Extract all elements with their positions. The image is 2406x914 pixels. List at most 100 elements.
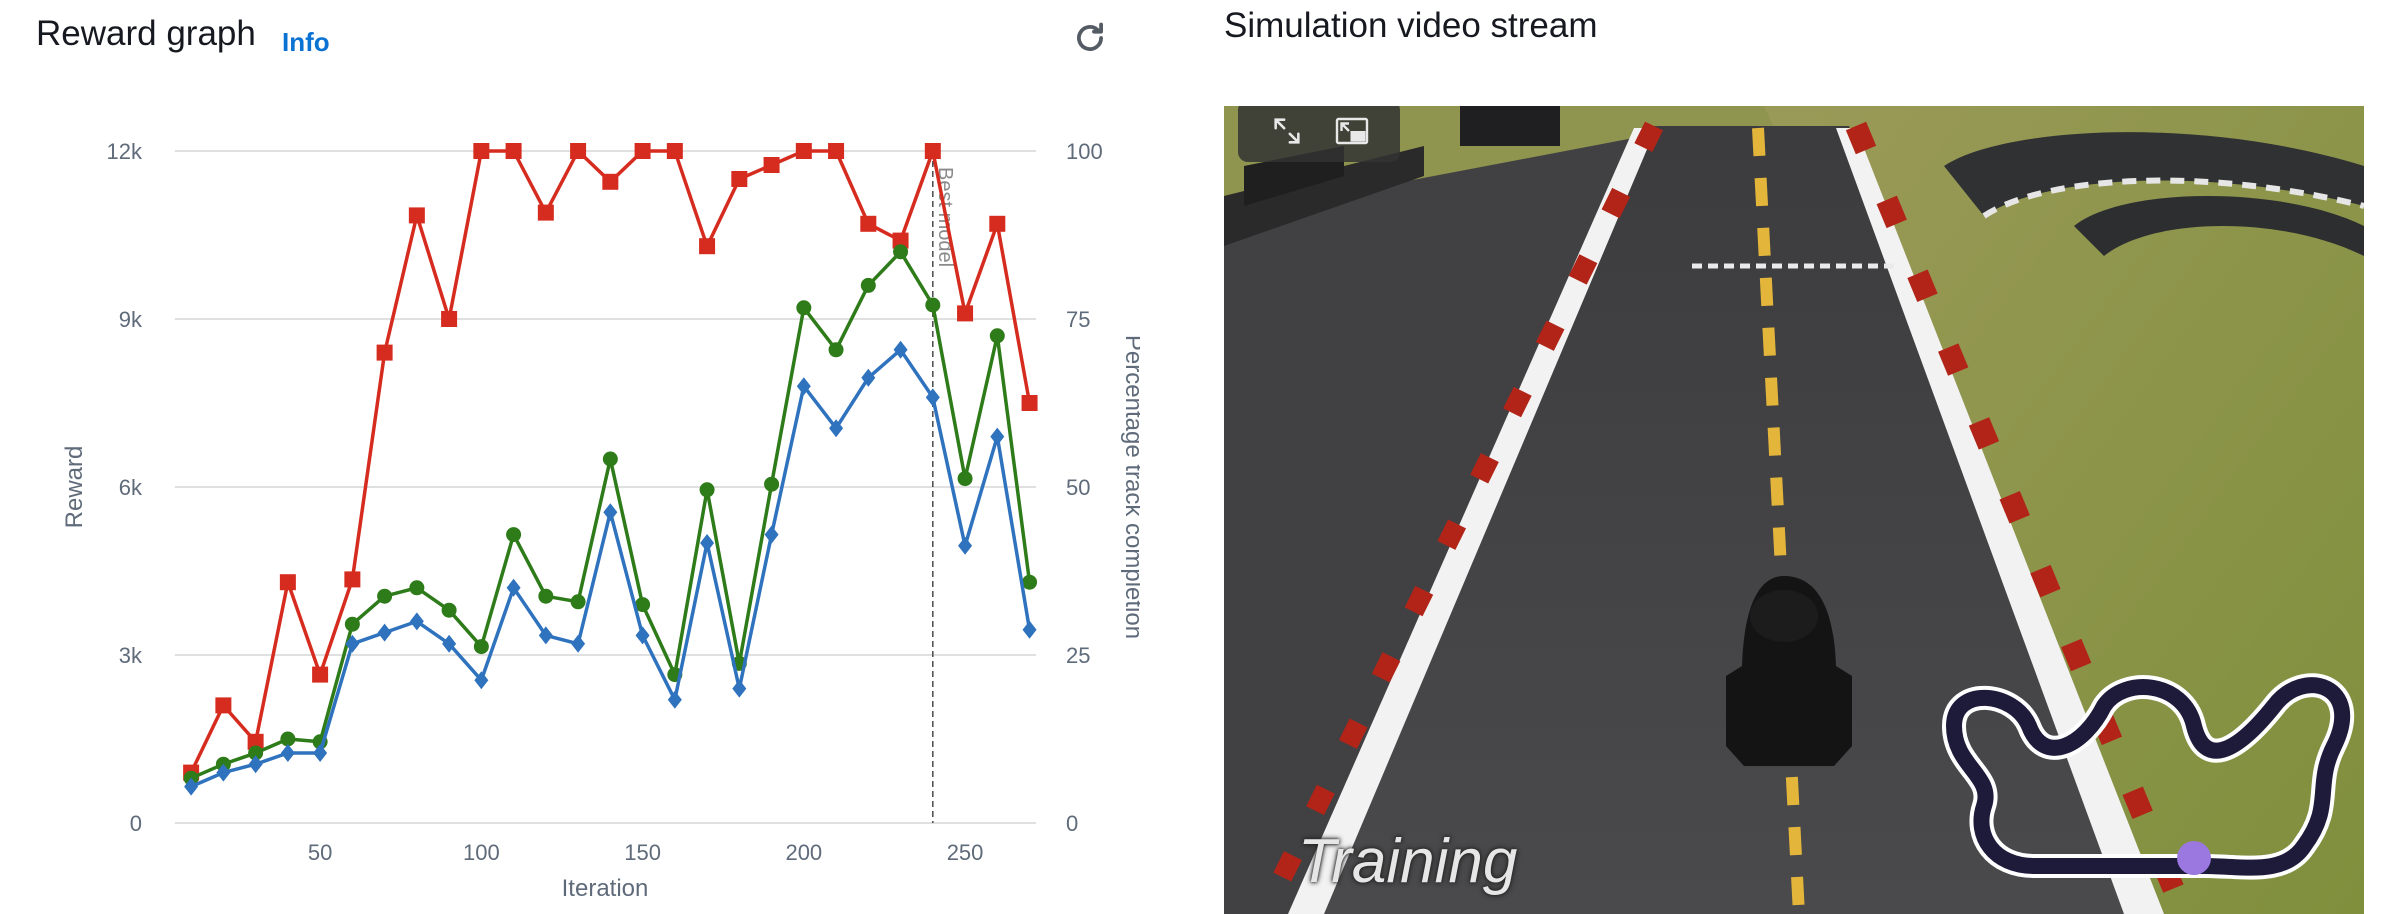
data-point bbox=[989, 328, 1005, 344]
data-point bbox=[989, 215, 1006, 232]
data-point bbox=[796, 377, 811, 396]
info-link[interactable]: Info bbox=[282, 27, 330, 57]
data-point bbox=[860, 215, 877, 232]
picture-in-picture-button[interactable] bbox=[1330, 109, 1374, 153]
x-tick-label: 150 bbox=[624, 840, 661, 865]
video-stream-panel: Simulation video stream bbox=[1200, 0, 2406, 914]
reward-graph-panel: 0 3k 6k 9k 12k 0 25 50 75 100 50 100 150 200 250 Iterat… bbox=[0, 0, 1140, 914]
data-point bbox=[506, 578, 521, 597]
series-reward_series bbox=[183, 143, 1038, 781]
y2-tick-label: 50 bbox=[1066, 475, 1090, 500]
data-point bbox=[603, 503, 618, 522]
data-point bbox=[345, 634, 360, 653]
data-point bbox=[635, 626, 650, 645]
data-point bbox=[925, 297, 941, 313]
data-point bbox=[763, 157, 780, 173]
y-tick-label: 3k bbox=[119, 643, 143, 668]
data-point bbox=[377, 588, 393, 604]
picture-in-picture-icon bbox=[1335, 117, 1368, 145]
series-completion_series bbox=[184, 340, 1037, 796]
data-point bbox=[795, 143, 812, 159]
data-point bbox=[667, 690, 682, 709]
data-point bbox=[247, 733, 264, 750]
data-point bbox=[216, 763, 231, 782]
data-point bbox=[860, 277, 876, 293]
data-point bbox=[990, 427, 1005, 446]
data-point bbox=[1021, 395, 1038, 411]
data-point bbox=[280, 744, 295, 762]
simulation-video[interactable]: Training bbox=[1224, 106, 2364, 914]
data-point bbox=[666, 143, 683, 159]
data-point bbox=[861, 368, 876, 387]
data-point bbox=[700, 534, 715, 552]
expand-button[interactable] bbox=[1265, 109, 1309, 153]
data-point bbox=[731, 171, 748, 187]
data-point bbox=[376, 344, 393, 361]
y2-tick-label: 25 bbox=[1066, 643, 1090, 668]
series-line bbox=[190, 348, 1032, 789]
data-point bbox=[602, 451, 618, 467]
data-point bbox=[506, 527, 522, 543]
x-tick-label: 100 bbox=[463, 840, 500, 865]
data-point bbox=[408, 207, 425, 224]
data-point bbox=[538, 626, 553, 645]
video-controls bbox=[1238, 106, 1400, 162]
data-point bbox=[537, 204, 554, 221]
data-point bbox=[829, 419, 844, 438]
data-point bbox=[828, 342, 844, 358]
data-point bbox=[764, 476, 780, 492]
data-point bbox=[248, 755, 263, 774]
data-point bbox=[732, 679, 747, 698]
data-point bbox=[377, 623, 392, 642]
data-point bbox=[442, 634, 457, 653]
data-point bbox=[312, 666, 329, 683]
data-point bbox=[248, 745, 264, 761]
data-point bbox=[602, 173, 619, 190]
y2-tick-label: 100 bbox=[1066, 139, 1103, 164]
data-point bbox=[828, 143, 845, 159]
data-point bbox=[893, 244, 909, 260]
x-tick-label: 50 bbox=[308, 840, 332, 865]
x-tick-label: 200 bbox=[785, 840, 822, 865]
x-tick-label: 250 bbox=[947, 840, 984, 865]
data-point bbox=[958, 536, 973, 555]
data-point bbox=[280, 731, 296, 747]
y-tick-label: 0 bbox=[130, 811, 142, 836]
data-point bbox=[409, 580, 425, 596]
data-point bbox=[925, 388, 940, 407]
x-axis-label: Iteration bbox=[562, 875, 649, 902]
data-point bbox=[892, 232, 909, 249]
refresh-button[interactable] bbox=[1064, 12, 1116, 64]
data-point bbox=[1022, 620, 1037, 639]
data-point bbox=[570, 594, 586, 610]
data-point bbox=[699, 238, 716, 255]
data-point bbox=[473, 639, 489, 655]
track-scene bbox=[1224, 106, 2364, 914]
series-eval_series bbox=[183, 244, 1038, 786]
data-point bbox=[893, 340, 908, 359]
track-minimap bbox=[1941, 673, 2355, 880]
data-point bbox=[279, 574, 296, 591]
reward-chart: 0 3k 6k 9k 12k 0 25 50 75 100 50 100 150 200 250 Iterat… bbox=[61, 139, 1140, 902]
data-point bbox=[441, 311, 458, 327]
expand-icon bbox=[1273, 118, 1300, 144]
data-point bbox=[764, 525, 779, 544]
y-tick-label: 12k bbox=[107, 139, 143, 164]
data-point bbox=[474, 671, 489, 690]
video-stream-title: Simulation video stream bbox=[1224, 6, 1598, 45]
y2-tick-label: 0 bbox=[1066, 811, 1078, 836]
data-point bbox=[538, 588, 554, 604]
data-point bbox=[957, 471, 973, 487]
data-point bbox=[344, 616, 360, 632]
y2-axis-label: Percentage track completion bbox=[1120, 335, 1140, 639]
data-point bbox=[957, 305, 974, 322]
y2-tick-label: 75 bbox=[1066, 307, 1090, 332]
data-point bbox=[571, 634, 586, 653]
data-point bbox=[796, 300, 812, 316]
data-point bbox=[215, 697, 232, 714]
data-point bbox=[313, 744, 328, 762]
data-point bbox=[409, 612, 424, 631]
data-point bbox=[1022, 574, 1038, 590]
data-point bbox=[184, 777, 199, 796]
data-point bbox=[441, 602, 457, 618]
